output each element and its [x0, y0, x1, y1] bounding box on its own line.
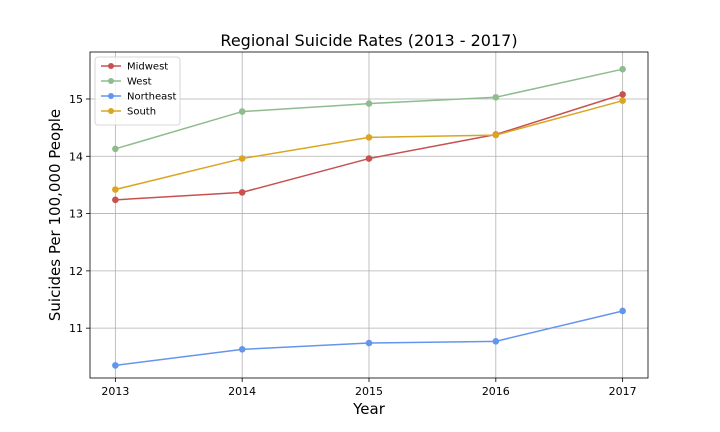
legend-box — [94, 56, 181, 126]
legend-item-northeast: Northeast — [101, 92, 176, 103]
series-south — [112, 97, 626, 193]
x-axis-label: Year — [352, 400, 386, 418]
series-layer — [112, 65, 626, 369]
legend-marker — [108, 63, 114, 69]
data-point-south — [112, 186, 119, 193]
data-point-northeast — [238, 346, 246, 353]
data-point-west — [365, 100, 373, 107]
legend-item-midwest: Midwest — [101, 62, 168, 73]
data-point-south — [365, 134, 373, 141]
legend-item-south: South — [101, 107, 156, 118]
data-point-midwest — [619, 91, 626, 98]
data-point-south — [492, 131, 500, 139]
data-point-northeast — [112, 362, 119, 369]
data-point-west — [238, 108, 246, 115]
legend-item-west: West — [101, 77, 152, 88]
y-tick-label: 12 — [69, 265, 83, 278]
data-point-west — [112, 145, 119, 153]
y-tick-label: 15 — [69, 93, 83, 106]
x-tick-label: 2017 — [609, 385, 637, 398]
y-tick-label: 11 — [69, 322, 83, 335]
legend-label: South — [127, 107, 156, 118]
y-tick-label: 13 — [69, 208, 83, 221]
y-axis-label: Suicides Per 100,000 People — [46, 109, 64, 321]
data-point-south — [619, 97, 626, 104]
legend-marker — [108, 78, 114, 84]
x-tick-label: 2013 — [101, 385, 129, 398]
x-tick-label: 2014 — [228, 385, 256, 398]
data-point-west — [619, 65, 626, 73]
data-point-midwest — [112, 196, 119, 204]
data-point-west — [492, 93, 500, 101]
data-point-northeast — [365, 339, 373, 347]
legend: Midwest West Northeast South — [94, 56, 181, 126]
x-tick-label: 2016 — [482, 385, 510, 398]
legend-marker — [108, 108, 114, 114]
data-point-south — [238, 155, 246, 162]
data-point-northeast — [619, 307, 626, 315]
data-point-midwest — [365, 155, 373, 162]
series-northeast — [112, 307, 626, 369]
axis-ticks: 2013 2014 2015 2016 2017 11 12 13 14 15 — [69, 93, 637, 398]
legend-label: West — [127, 77, 152, 88]
legend-label: Northeast — [127, 92, 176, 103]
chart-title: Regional Suicide Rates (2013 - 2017) — [220, 31, 517, 50]
legend-label: Midwest — [127, 62, 168, 73]
data-point-northeast — [492, 338, 500, 345]
series-west — [112, 65, 626, 153]
data-point-midwest — [238, 189, 246, 196]
y-tick-label: 14 — [69, 150, 83, 163]
x-tick-label: 2015 — [355, 385, 383, 398]
legend-marker — [108, 93, 114, 99]
